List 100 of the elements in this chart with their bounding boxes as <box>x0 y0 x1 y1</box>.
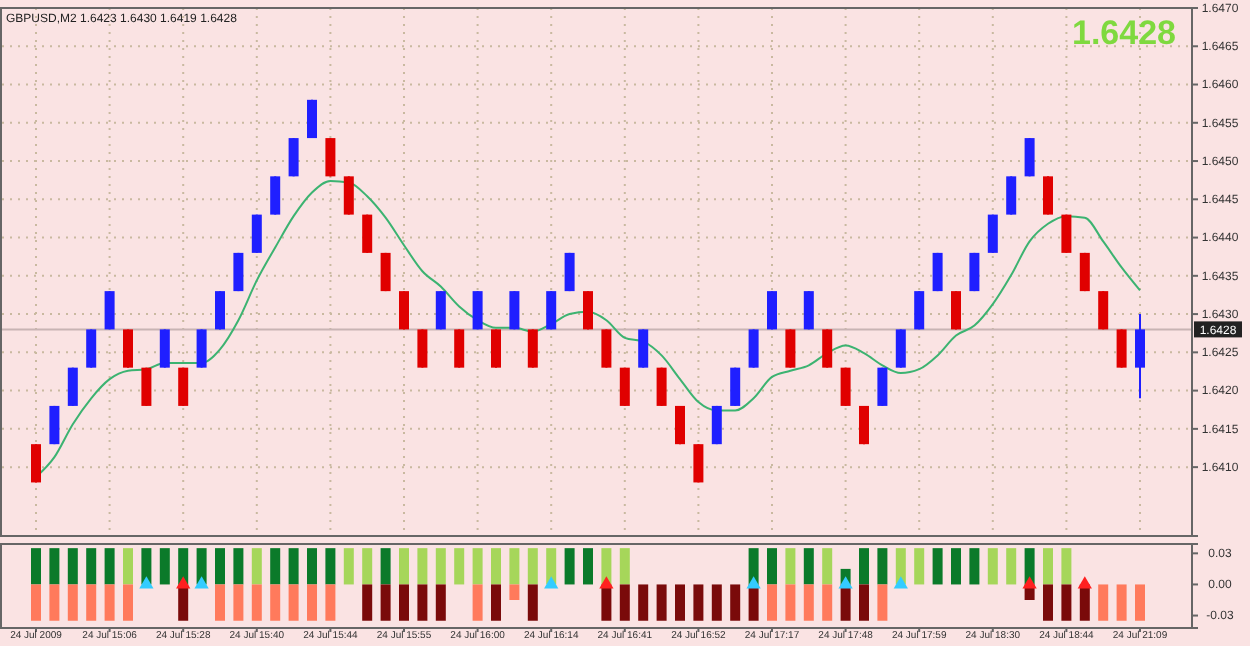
bar <box>803 584 814 621</box>
bar <box>399 548 409 585</box>
bar <box>656 584 667 621</box>
bar <box>1061 548 1072 585</box>
candlestick <box>343 175 354 216</box>
candlestick <box>141 366 152 407</box>
bar <box>362 584 373 621</box>
bar <box>288 548 299 585</box>
candlestick <box>509 290 520 331</box>
candlestick <box>803 290 814 331</box>
candlestick <box>1135 313 1145 400</box>
candlestick <box>178 366 189 407</box>
bar <box>123 584 133 621</box>
bar <box>86 548 97 585</box>
bar <box>215 548 225 585</box>
candlestick <box>619 366 630 407</box>
bar <box>307 584 317 621</box>
bar <box>767 548 777 585</box>
bar <box>380 584 391 621</box>
candlestick <box>67 366 78 407</box>
candlestick <box>325 137 336 178</box>
candlestick <box>362 213 373 254</box>
candlestick <box>1061 213 1072 254</box>
bar <box>527 584 538 621</box>
bar <box>417 584 428 621</box>
bar <box>822 584 833 621</box>
candlestick <box>840 366 851 407</box>
bar <box>288 584 299 621</box>
candlestick <box>895 328 906 369</box>
bar <box>67 548 78 585</box>
bar <box>417 548 428 585</box>
candlestick <box>693 443 704 484</box>
bar <box>251 548 262 585</box>
bar <box>233 548 244 585</box>
bar <box>67 584 78 621</box>
bar <box>215 584 225 621</box>
candlestick <box>288 137 299 178</box>
bar <box>472 584 483 621</box>
bar <box>435 584 446 621</box>
candlestick <box>527 328 538 369</box>
bar <box>123 548 133 585</box>
candlestick <box>1098 290 1109 331</box>
candlestick <box>822 328 833 369</box>
bar <box>491 548 501 585</box>
candlestick <box>748 328 759 369</box>
bar <box>822 548 833 585</box>
bar <box>859 548 869 585</box>
candlestick <box>730 366 741 407</box>
bar <box>1061 584 1072 621</box>
candlestick <box>546 290 557 331</box>
candlestick <box>785 328 796 369</box>
bar <box>619 548 630 585</box>
bar <box>1006 548 1017 585</box>
bar <box>491 584 501 621</box>
bar <box>509 548 520 585</box>
candlestick <box>251 213 262 254</box>
bar <box>472 548 483 585</box>
bar <box>987 548 998 585</box>
bar <box>527 548 538 585</box>
candlestick <box>656 366 667 407</box>
bar <box>711 584 722 621</box>
bar <box>638 584 649 621</box>
bar <box>435 548 446 585</box>
candlestick <box>159 328 170 369</box>
bar <box>31 584 41 621</box>
candlestick <box>417 328 428 369</box>
bar <box>969 548 980 585</box>
bar <box>325 584 336 621</box>
bar <box>914 548 925 585</box>
bar <box>104 584 115 621</box>
bar <box>1043 584 1053 621</box>
bar <box>693 584 704 621</box>
bar <box>325 548 336 585</box>
bar <box>951 548 961 585</box>
bar <box>343 548 354 585</box>
bar <box>380 548 391 585</box>
bar <box>31 548 41 585</box>
annotation: 1.6428 <box>1072 14 1176 52</box>
candlestick <box>270 175 281 216</box>
bar <box>785 584 796 621</box>
bar <box>454 548 465 585</box>
bar <box>159 548 170 585</box>
bar <box>877 548 888 585</box>
candlestick <box>86 328 97 369</box>
bar <box>767 584 777 621</box>
bar <box>803 548 814 585</box>
bar <box>104 548 115 585</box>
line-series <box>35 179 1141 479</box>
bar <box>362 548 373 585</box>
candlestick <box>104 290 115 331</box>
bar <box>270 548 281 585</box>
candlestick <box>454 328 465 369</box>
bar <box>251 584 262 621</box>
candlestick <box>601 328 612 369</box>
candlestick <box>877 366 888 407</box>
bar <box>270 584 281 621</box>
candlestick <box>472 290 483 331</box>
candlestick <box>914 290 925 331</box>
bar <box>932 548 943 585</box>
bar <box>730 584 741 621</box>
